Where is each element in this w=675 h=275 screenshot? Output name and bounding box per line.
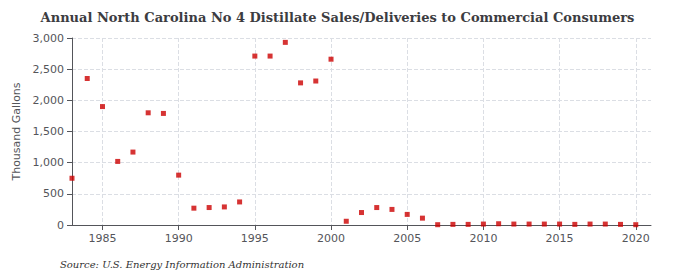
svg-text:1985: 1985	[88, 232, 116, 245]
svg-text:2000: 2000	[317, 232, 345, 245]
svg-text:0: 0	[57, 219, 64, 232]
svg-text:3,000: 3,000	[33, 32, 65, 45]
svg-text:1990: 1990	[165, 232, 193, 245]
svg-text:2005: 2005	[393, 232, 421, 245]
svg-text:2015: 2015	[546, 232, 574, 245]
svg-text:Annual North Carolina No 4 Dis: Annual North Carolina No 4 Distillate Sa…	[40, 10, 635, 25]
svg-text:1,500: 1,500	[33, 125, 65, 138]
svg-text:2010: 2010	[469, 232, 497, 245]
svg-text:2,500: 2,500	[33, 63, 65, 76]
svg-text:500: 500	[43, 187, 64, 200]
svg-text:Source: U.S. Energy Informatio: Source: U.S. Energy Information Administ…	[60, 259, 304, 270]
svg-text:Thousand Gallons: Thousand Gallons	[10, 82, 23, 181]
svg-text:1,000: 1,000	[33, 156, 65, 169]
svg-text:1995: 1995	[241, 232, 269, 245]
svg-text:2020: 2020	[622, 232, 650, 245]
svg-text:2,000: 2,000	[33, 94, 65, 107]
